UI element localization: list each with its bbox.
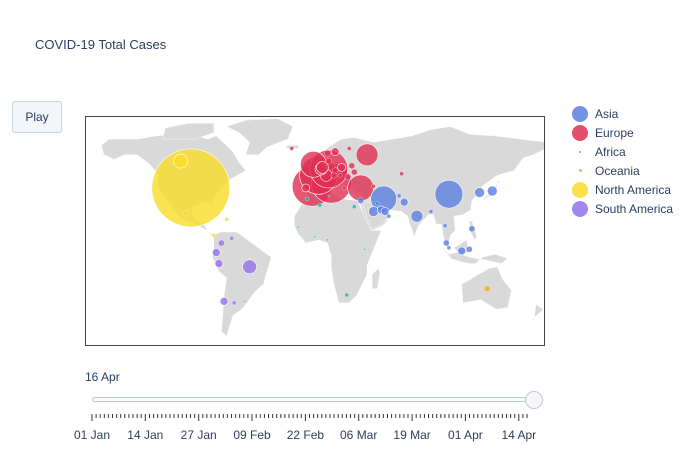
slider-tick-label: 19 Mar xyxy=(393,428,431,442)
bubble-north-america[interactable] xyxy=(224,217,229,222)
bubble-south-america[interactable] xyxy=(218,239,225,247)
slider-tick-label: 06 Mar xyxy=(340,428,378,442)
legend-label: Asia xyxy=(595,106,619,121)
bubble-south-america[interactable] xyxy=(232,300,237,306)
map-canvas xyxy=(101,118,544,337)
bubble-asia[interactable] xyxy=(446,245,452,250)
bubble-africa[interactable] xyxy=(296,226,300,229)
bubble-asia[interactable] xyxy=(434,179,464,209)
bubble-south-america[interactable] xyxy=(212,248,221,257)
bubble-europe[interactable] xyxy=(348,162,355,169)
bubble-south-america[interactable] xyxy=(214,259,224,268)
bubble-europe[interactable] xyxy=(341,185,347,191)
bubble-africa[interactable] xyxy=(352,204,357,209)
bubble-asia[interactable] xyxy=(380,207,390,216)
legend-item-africa[interactable]: Africa xyxy=(565,142,673,161)
bubble-asia[interactable] xyxy=(357,197,364,204)
slider-tick-label: 22 Feb xyxy=(286,428,325,442)
legend-marker xyxy=(565,124,595,141)
bubble-europe[interactable] xyxy=(399,171,404,176)
legend: Asia Europe Africa Oceania North America Sout… xyxy=(565,104,673,218)
bubble-europe[interactable] xyxy=(338,173,343,178)
bubble-europe[interactable] xyxy=(351,168,358,176)
bubble-north-america[interactable] xyxy=(211,233,216,238)
bubble-asia[interactable] xyxy=(375,201,380,206)
legend-marker xyxy=(565,200,595,217)
slider-current-value: 16 Apr xyxy=(85,370,120,384)
bubble-europe[interactable] xyxy=(330,147,340,157)
bubble-europe[interactable] xyxy=(344,173,352,181)
bubble-africa[interactable] xyxy=(317,203,322,208)
bubble-europe[interactable] xyxy=(347,146,352,151)
slider-tick-label: 27 Jan xyxy=(180,428,217,442)
land-polygon xyxy=(372,267,381,289)
chart-title: COVID-19 Total Cases xyxy=(35,37,167,52)
land-polygon xyxy=(226,118,294,155)
legend-marker xyxy=(565,150,595,153)
slider-tick-label: 14 Apr xyxy=(501,428,537,442)
bubble-asia[interactable] xyxy=(399,197,409,207)
bubble-asia[interactable] xyxy=(486,185,498,197)
bubble-europe[interactable] xyxy=(355,143,379,167)
slider-tick-label: 09 Feb xyxy=(233,428,271,442)
world-map[interactable] xyxy=(85,116,545,346)
bubble-asia[interactable] xyxy=(396,193,402,198)
bubble-oceania[interactable] xyxy=(534,312,537,316)
land-polygon xyxy=(212,231,272,337)
legend-item-north-america[interactable]: North America xyxy=(565,180,673,199)
legend-item-europe[interactable]: Europe xyxy=(565,123,673,142)
bubble-africa[interactable] xyxy=(344,292,349,298)
bubble-asia[interactable] xyxy=(466,246,473,253)
bubble-asia[interactable] xyxy=(442,223,448,228)
legend-label: South America xyxy=(595,201,674,216)
bubble-oceania[interactable] xyxy=(484,285,491,292)
bubble-africa[interactable] xyxy=(327,194,330,197)
legend-marker xyxy=(565,181,595,198)
bubble-europe[interactable] xyxy=(301,183,311,193)
bubble-europe[interactable] xyxy=(332,167,339,174)
bubble-north-america[interactable] xyxy=(182,209,189,217)
slider-tick-label: 01 Jan xyxy=(73,428,111,442)
bubble-asia[interactable] xyxy=(386,214,391,219)
land-polygon xyxy=(162,123,215,140)
bubble-africa[interactable] xyxy=(313,235,316,238)
bubble-south-america[interactable] xyxy=(243,300,246,303)
legend-marker xyxy=(565,169,595,172)
legend-label: Africa xyxy=(595,144,626,159)
legend-item-south-america[interactable]: South America xyxy=(565,199,673,218)
bubble-south-america[interactable] xyxy=(219,297,229,306)
bubble-europe[interactable] xyxy=(325,157,332,165)
bubble-africa[interactable] xyxy=(326,238,329,242)
bubble-north-america[interactable] xyxy=(151,148,231,228)
bubble-north-america[interactable] xyxy=(173,153,188,169)
slider-tick-label: 14 Jan xyxy=(127,428,164,442)
legend-marker xyxy=(565,105,595,122)
legend-item-asia[interactable]: Asia xyxy=(565,104,673,123)
slider-handle[interactable] xyxy=(525,391,543,409)
bubble-asia[interactable] xyxy=(474,187,485,198)
bubble-europe[interactable] xyxy=(371,184,376,189)
bubble-europe[interactable] xyxy=(316,161,329,174)
bubble-asia[interactable] xyxy=(457,246,467,256)
bubble-south-america[interactable] xyxy=(229,236,234,241)
bubble-europe[interactable] xyxy=(289,146,294,151)
bubble-south-america[interactable] xyxy=(242,259,257,274)
bubble-asia[interactable] xyxy=(410,209,424,223)
legend-label: Oceania xyxy=(595,163,640,178)
play-button[interactable]: Play xyxy=(12,101,62,133)
bubble-europe[interactable] xyxy=(324,150,331,157)
bubble-asia[interactable] xyxy=(443,239,450,247)
legend-label: North America xyxy=(595,182,672,197)
bubble-asia[interactable] xyxy=(468,225,476,232)
legend-label: Europe xyxy=(595,125,634,140)
bubble-africa[interactable] xyxy=(304,196,310,202)
bubble-africa[interactable] xyxy=(363,248,366,251)
slider-tick-label: 01 Apr xyxy=(448,428,483,442)
land-polygon xyxy=(437,241,509,264)
bubble-asia[interactable] xyxy=(428,209,434,214)
bubble-europe[interactable] xyxy=(337,163,346,172)
legend-item-oceania[interactable]: Oceania xyxy=(565,161,673,180)
bubble-layer xyxy=(151,143,537,316)
